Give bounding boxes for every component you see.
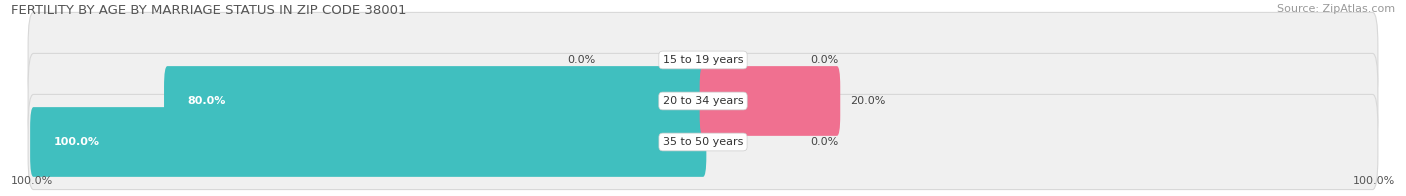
Text: 15 to 19 years: 15 to 19 years — [662, 55, 744, 65]
Text: 80.0%: 80.0% — [187, 96, 226, 106]
FancyBboxPatch shape — [30, 107, 706, 177]
Text: 35 to 50 years: 35 to 50 years — [662, 137, 744, 147]
Text: Source: ZipAtlas.com: Source: ZipAtlas.com — [1277, 4, 1395, 14]
FancyBboxPatch shape — [28, 94, 1378, 190]
Text: 0.0%: 0.0% — [810, 137, 838, 147]
Text: 20 to 34 years: 20 to 34 years — [662, 96, 744, 106]
Text: 100.0%: 100.0% — [53, 137, 100, 147]
Text: FERTILITY BY AGE BY MARRIAGE STATUS IN ZIP CODE 38001: FERTILITY BY AGE BY MARRIAGE STATUS IN Z… — [11, 4, 406, 17]
Text: 100.0%: 100.0% — [11, 176, 53, 186]
Text: 100.0%: 100.0% — [1353, 176, 1395, 186]
FancyBboxPatch shape — [165, 66, 706, 136]
FancyBboxPatch shape — [28, 12, 1378, 108]
FancyBboxPatch shape — [28, 54, 1378, 149]
Text: 0.0%: 0.0% — [568, 55, 596, 65]
Text: 0.0%: 0.0% — [810, 55, 838, 65]
FancyBboxPatch shape — [700, 66, 841, 136]
Text: 20.0%: 20.0% — [851, 96, 886, 106]
